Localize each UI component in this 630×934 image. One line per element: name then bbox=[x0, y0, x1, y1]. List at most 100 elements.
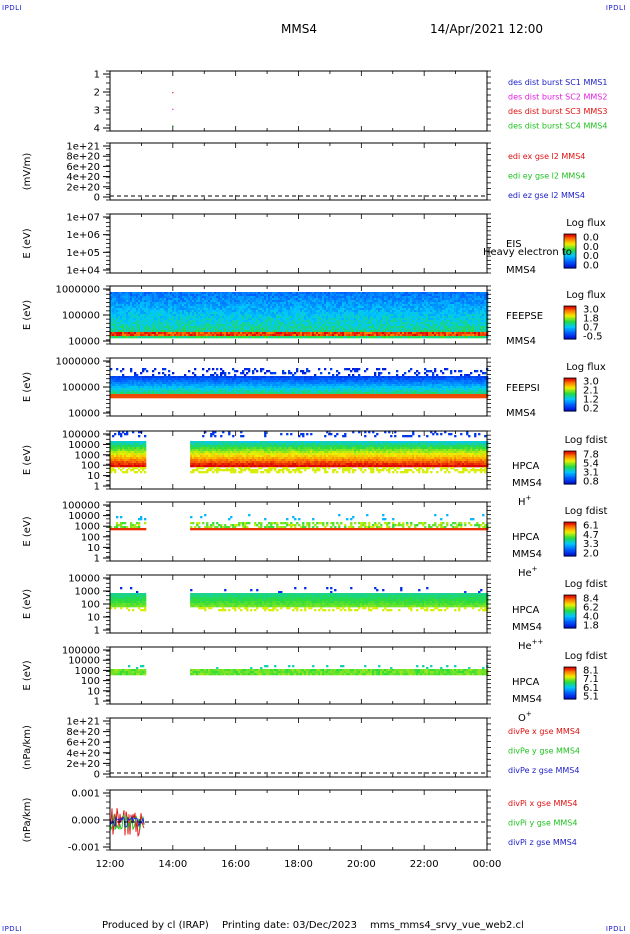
x-tick-label: 22:00 bbox=[410, 859, 439, 870]
colorbar-cell bbox=[564, 548, 576, 551]
colorbar-cell bbox=[564, 691, 576, 693]
y-tick-label: 10000 bbox=[68, 656, 100, 667]
panel-1-legend-1: des dist burst SC2 MMS2 bbox=[508, 93, 607, 102]
colorbar-cell bbox=[564, 672, 576, 675]
colorbar-cell bbox=[564, 246, 576, 249]
panel-6-ylabel: E (eV) bbox=[22, 445, 33, 475]
colorbar-cell bbox=[564, 259, 576, 262]
panel-6-minor-ticks bbox=[106, 430, 491, 490]
colorbar-cell bbox=[564, 329, 576, 332]
colorbar-tick-label: 1.8 bbox=[583, 314, 599, 325]
colorbar-tick-label: 3.0 bbox=[583, 305, 599, 316]
scatter-point bbox=[172, 108, 174, 110]
y-tick-label: 1e+21 bbox=[66, 142, 100, 153]
y-tick-label: 2e+20 bbox=[66, 182, 100, 193]
y-tick-label: 1000 bbox=[75, 522, 100, 533]
colorbar-cell bbox=[564, 546, 576, 549]
panel-7-colorbar-title: Log fdist bbox=[565, 506, 608, 517]
colorbar-cell bbox=[564, 621, 576, 624]
panel-1-legend-2: des dist burst SC3 MMS3 bbox=[508, 107, 607, 116]
spectrogram-cells bbox=[110, 292, 489, 339]
x-tick-label: 00:00 bbox=[473, 859, 502, 870]
colorbar-cell bbox=[564, 595, 576, 597]
y-tick-label: 10000 bbox=[68, 511, 100, 522]
y-tick-label: 3 bbox=[94, 106, 100, 117]
colorbar-cell bbox=[564, 689, 576, 692]
panel-9-ylabel: E (eV) bbox=[22, 660, 33, 690]
colorbar-cell bbox=[564, 236, 576, 239]
colorbar-cell bbox=[564, 597, 576, 600]
panel-11-legend-0: divPi x gse MMS4 bbox=[508, 799, 577, 808]
colorbar-cell bbox=[564, 617, 576, 619]
colorbar-cell bbox=[564, 668, 576, 671]
y-tick-label: 4 bbox=[94, 124, 100, 135]
colorbar-cell bbox=[564, 471, 576, 474]
colorbar-cell bbox=[564, 536, 576, 539]
colorbar-cell bbox=[564, 529, 576, 532]
colorbar-cell bbox=[564, 541, 576, 544]
colorbar-cell bbox=[564, 307, 576, 310]
y-tick-label: 2 bbox=[94, 88, 100, 99]
scatter-point bbox=[172, 92, 174, 94]
colorbar-cell bbox=[564, 322, 576, 325]
colorbar-cell bbox=[564, 600, 576, 603]
colorbar-cell bbox=[564, 387, 576, 390]
colorbar-cell bbox=[564, 468, 576, 471]
colorbar-cell bbox=[564, 242, 576, 245]
colorbar-cell bbox=[564, 459, 576, 462]
instrument-label: HPCA bbox=[512, 532, 540, 543]
colorbar-cell bbox=[564, 397, 576, 400]
colorbar-cell bbox=[564, 610, 576, 613]
colorbar-cell bbox=[564, 234, 576, 237]
colorbar-cell bbox=[564, 398, 576, 401]
panel-5-minor-ticks bbox=[106, 357, 491, 417]
colorbar-tick-label: 0.0 bbox=[583, 242, 599, 253]
colorbar-cell bbox=[564, 462, 576, 464]
y-tick-label: 1e+06 bbox=[66, 230, 100, 241]
corner-label-top-right: IPDLI bbox=[605, 4, 626, 12]
colorbar-cell bbox=[564, 696, 576, 699]
colorbar-cell bbox=[564, 402, 576, 405]
instrument-label: FEEPSI bbox=[506, 383, 540, 394]
colorbar-cell bbox=[564, 683, 576, 685]
spectrogram-cells bbox=[110, 368, 489, 399]
panel-11-frame bbox=[109, 789, 488, 851]
panel-3-colorbar-frame bbox=[563, 233, 577, 269]
colorbar-cell bbox=[564, 382, 576, 385]
colorbar-tick-label: -0.5 bbox=[583, 332, 603, 343]
colorbar-cell bbox=[564, 544, 576, 547]
colorbar-cell bbox=[564, 618, 576, 621]
colorbar-cell bbox=[564, 321, 576, 324]
panel-1-legend-0: des dist burst SC1 MMS1 bbox=[508, 78, 607, 87]
panel-2-legend-1: edi ey gse l2 MMS4 bbox=[508, 172, 586, 181]
colorbar-cell bbox=[564, 395, 576, 398]
panel-3-frame bbox=[109, 213, 488, 274]
colorbar-tick-label: 2.1 bbox=[583, 386, 599, 397]
colorbar-cell bbox=[564, 318, 576, 321]
y-tick-label: 4e+20 bbox=[66, 172, 100, 183]
colorbar-cell bbox=[564, 526, 576, 529]
y-tick-label: 100 bbox=[81, 532, 100, 543]
colorbar-cell bbox=[564, 615, 576, 618]
y-tick-label: 1000000 bbox=[55, 285, 100, 296]
spacecraft-label: MMS4 bbox=[512, 694, 542, 705]
y-tick-label: 1000 bbox=[75, 587, 100, 598]
colorbar-cell bbox=[564, 534, 576, 537]
species-charge: ++ bbox=[532, 638, 544, 646]
panel-1-frame bbox=[109, 70, 488, 132]
colorbar-cell bbox=[564, 248, 576, 251]
colorbar-cell bbox=[564, 330, 576, 333]
colorbar-cell bbox=[564, 235, 576, 238]
colorbar-cell bbox=[564, 685, 576, 688]
colorbar-cell bbox=[564, 253, 576, 256]
y-tick-label: 10 bbox=[87, 613, 100, 624]
panel-10-frame bbox=[109, 717, 488, 778]
divpi-series-2 bbox=[109, 815, 145, 828]
colorbar-cell bbox=[564, 266, 576, 269]
spacecraft-label: MMS4 bbox=[506, 336, 536, 347]
y-tick-label: 100000 bbox=[62, 501, 100, 512]
colorbar-cell bbox=[564, 543, 576, 546]
colorbar-cell bbox=[564, 551, 576, 554]
panel-3-minor-ticks bbox=[106, 213, 491, 274]
panel-2-frame bbox=[109, 142, 488, 201]
